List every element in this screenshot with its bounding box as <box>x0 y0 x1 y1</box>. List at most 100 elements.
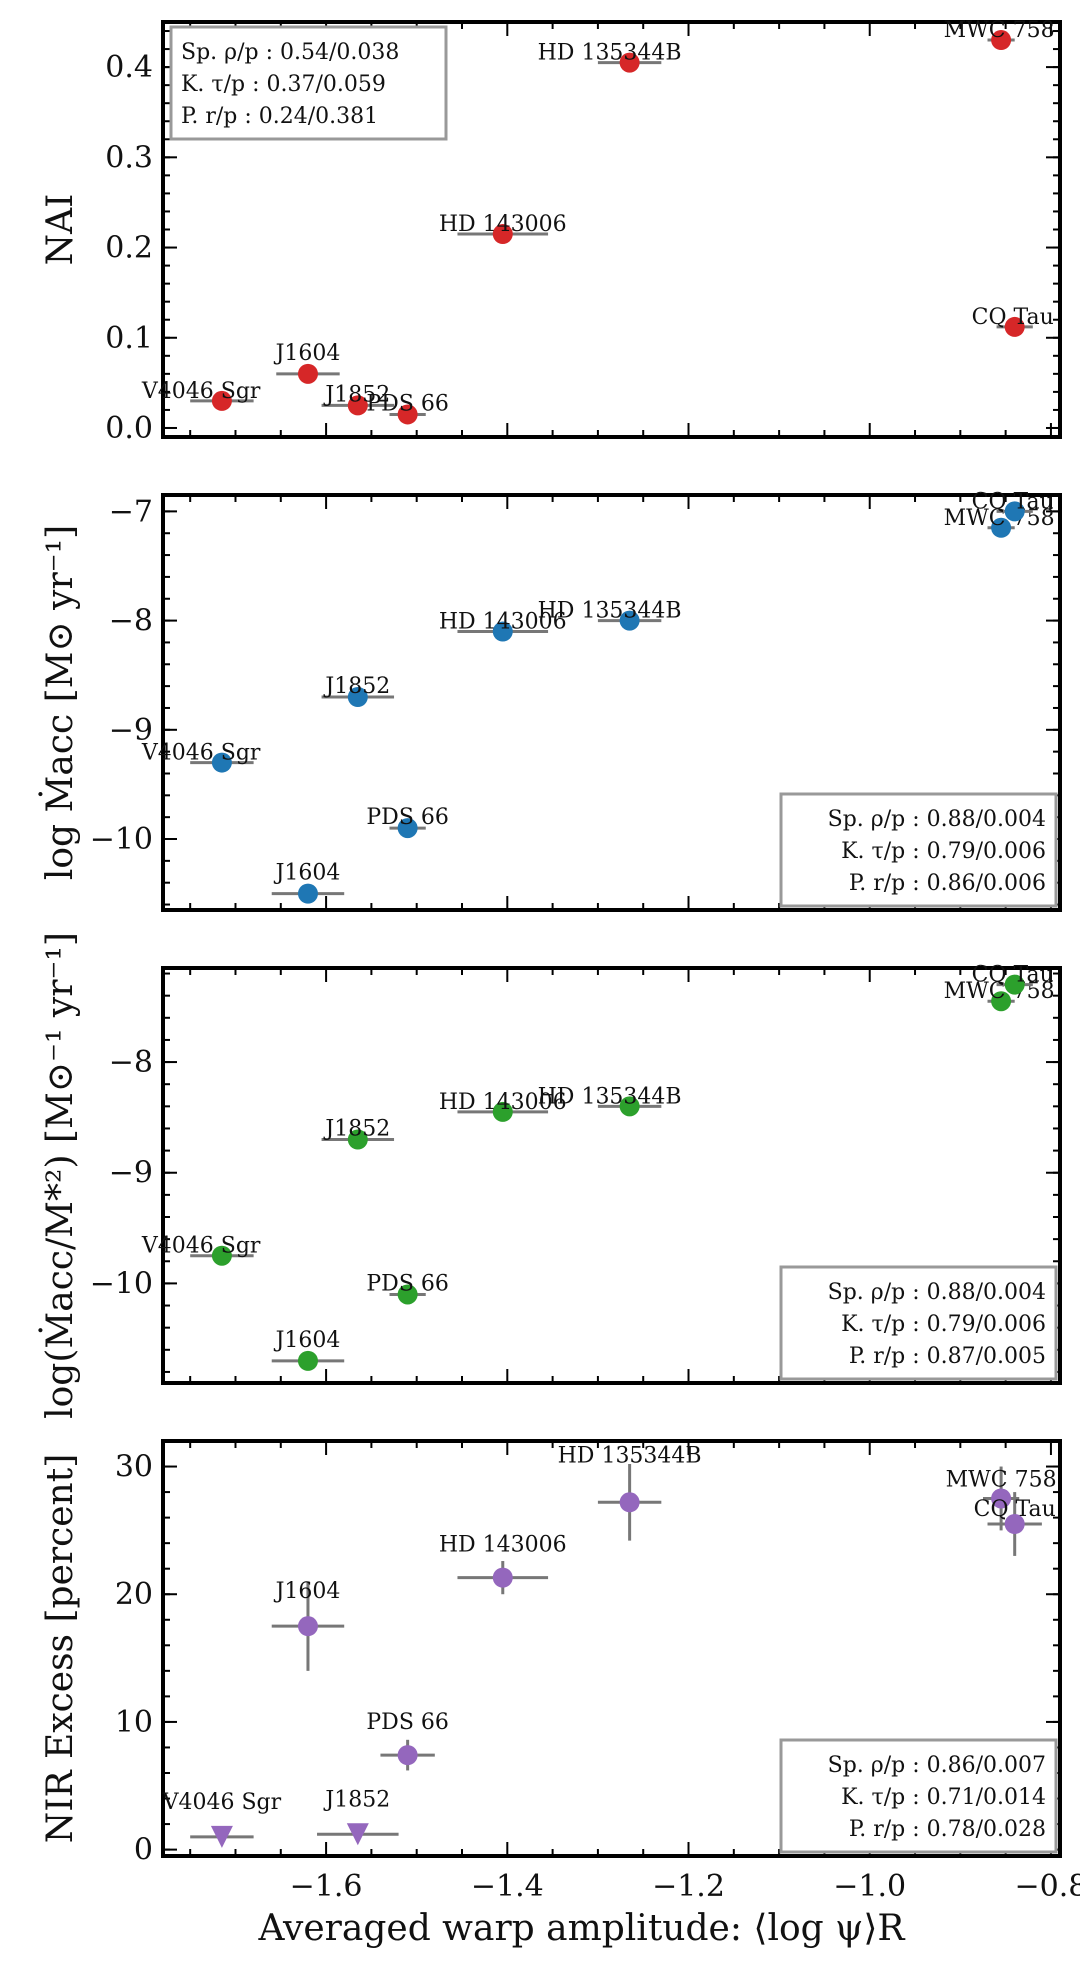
stats-legend: Sp. ρ/p : 0.54/0.038 K. τ/p : 0.37/0.059 P… <box>169 25 448 141</box>
point-label: V4046 Sgr <box>141 741 261 766</box>
stats-legend-box <box>169 25 448 141</box>
stats-legend: Sp. ρ/p : 0.88/0.004 K. τ/p : 0.79/0.006 P… <box>779 1265 1058 1381</box>
y-tick-label: −10 <box>90 822 153 857</box>
point-label: CQ Tau <box>972 305 1054 330</box>
point-marker <box>1004 501 1025 522</box>
x-tick-label: −1.2 <box>652 1869 725 1904</box>
data-point: PDS 66 <box>366 1710 449 1771</box>
y-tick-label: −10 <box>90 1266 153 1301</box>
y-tick-label: 10 <box>115 1705 153 1740</box>
point-label: CQ Tau <box>972 963 1054 988</box>
point-marker <box>347 1129 368 1150</box>
x-tick-label: −1.6 <box>290 1869 363 1904</box>
point-marker <box>1004 316 1025 337</box>
point-marker <box>397 1745 418 1766</box>
y-tick-label: 30 <box>115 1450 153 1485</box>
y-tick-label: 20 <box>115 1577 153 1612</box>
point-label: J1604 <box>274 341 341 366</box>
data-point: HD 143006 <box>439 212 567 245</box>
plot-frame <box>161 1439 1062 1858</box>
point-marker <box>297 1350 318 1371</box>
point-label: J1852 <box>323 1787 390 1812</box>
panel-nai: 0.0 0.1 0.2 0.3 0.4 NAI V4046 Sgr J1604 J1852PDS… <box>40 18 1062 446</box>
point-marker <box>619 52 640 73</box>
point-label: PDS 66 <box>366 1710 449 1735</box>
point-marker <box>211 1245 232 1266</box>
data-point: J1604 <box>274 341 341 384</box>
data-point: HD 135344B <box>538 599 682 631</box>
data-point: CQ Tau <box>972 963 1054 995</box>
data-point: V4046 Sgr <box>141 379 261 411</box>
stats-line: K. τ/p : 0.79/0.006 <box>841 839 1046 864</box>
point-label: HD 143006 <box>439 610 567 635</box>
stats-line: P. r/p : 0.87/0.005 <box>849 1344 1046 1369</box>
point-label: HD 135344B <box>538 41 682 66</box>
data-point: J1852 <box>321 382 395 416</box>
point-marker <box>492 1101 513 1122</box>
y-tick-label: 0.0 <box>105 411 153 446</box>
stats-line: K. τ/p : 0.79/0.006 <box>841 1312 1046 1337</box>
data-point: CQ Tau <box>972 489 1054 522</box>
data-point: HD 135344B <box>538 1084 682 1117</box>
stats-legend-box <box>779 1738 1058 1854</box>
point-label: V4046 Sgr <box>141 1234 261 1259</box>
stats-line: Sp. ρ/p : 0.86/0.007 <box>828 1753 1046 1778</box>
data-point: J1604 <box>271 1579 345 1671</box>
point-marker <box>397 818 418 839</box>
stats-line: K. τ/p : 0.71/0.014 <box>841 1785 1046 1810</box>
data-point: J1604 <box>271 1328 345 1371</box>
point-marker <box>991 30 1012 51</box>
data-point: MWC 758 <box>944 18 1055 51</box>
point-label: HD 143006 <box>439 212 567 237</box>
point-label: V4046 Sgr <box>141 379 261 404</box>
point-label: J1604 <box>274 1579 341 1604</box>
point-label: HD 135344B <box>538 1084 682 1109</box>
data-point: V4046 Sgr <box>141 1234 261 1266</box>
stats-line: Sp. ρ/p : 0.54/0.038 <box>181 40 399 65</box>
stats-line: Sp. ρ/p : 0.88/0.004 <box>828 1280 1046 1305</box>
point-marker <box>397 1284 418 1305</box>
stats-line: K. τ/p : 0.37/0.059 <box>181 72 386 97</box>
y-axis-title: NAI <box>40 194 81 266</box>
y-tick-label: 0.4 <box>105 50 153 85</box>
panel-nir: −1.6 −1.4 −1.2 −1.0 −0.8 0 10 20 30 NIR Excess [p… <box>40 1439 1080 1949</box>
point-label: MWC 758 <box>946 1467 1057 1492</box>
y-tick-label: 0.1 <box>105 321 153 356</box>
data-point: J1852 <box>321 1117 395 1150</box>
point-marker <box>297 363 318 384</box>
point-label: PDS 66 <box>366 391 449 416</box>
y-tick-label: 0.3 <box>105 140 153 175</box>
point-marker <box>347 687 368 708</box>
y-tick-label: −8 <box>109 604 153 639</box>
point-marker <box>1004 974 1025 995</box>
point-marker <box>347 395 368 416</box>
point-label: HD 143006 <box>439 1533 567 1558</box>
point-marker <box>991 1488 1012 1509</box>
point-label: CQ Tau <box>972 489 1054 514</box>
point-label: CQ Tau <box>974 1497 1056 1522</box>
data-point: CQ Tau <box>972 305 1054 337</box>
panel-mdot_norm: −10 −9 −8 log(Ṁacc/M*²) [M⊙⁻¹ yr⁻¹] V4046 Sg… <box>39 932 1062 1419</box>
data-point: HD 135344B <box>558 1443 702 1541</box>
stats-legend: Sp. ρ/p : 0.86/0.007 K. τ/p : 0.71/0.014 P… <box>779 1738 1058 1854</box>
y-tick-label: 0 <box>134 1833 153 1868</box>
panel-mdot: −10 −9 −8 −7 log Ṁacc [M⊙ yr⁻¹] V4046 Sgr J160… <box>39 489 1062 912</box>
data-point: MWC 758 <box>944 506 1055 538</box>
y-tick-label: −7 <box>109 494 153 529</box>
point-label: J1604 <box>274 861 341 886</box>
point-label: J1852 <box>323 1117 390 1142</box>
stats-line: P. r/p : 0.78/0.028 <box>849 1817 1046 1842</box>
point-marker <box>397 404 418 425</box>
point-marker <box>619 1492 640 1513</box>
upper-limit-marker <box>346 1823 369 1846</box>
point-marker <box>297 883 318 904</box>
data-point: HD 143006 <box>439 1090 567 1122</box>
data-point: V4046 Sgr <box>162 1790 282 1848</box>
y-axis-title: log Ṁacc [M⊙ yr⁻¹] <box>39 525 81 880</box>
stats-legend-box <box>779 1265 1058 1381</box>
point-label: J1852 <box>323 382 390 407</box>
point-label: PDS 66 <box>366 1271 449 1296</box>
data-point: HD 143006 <box>439 610 567 642</box>
point-marker <box>211 390 232 411</box>
